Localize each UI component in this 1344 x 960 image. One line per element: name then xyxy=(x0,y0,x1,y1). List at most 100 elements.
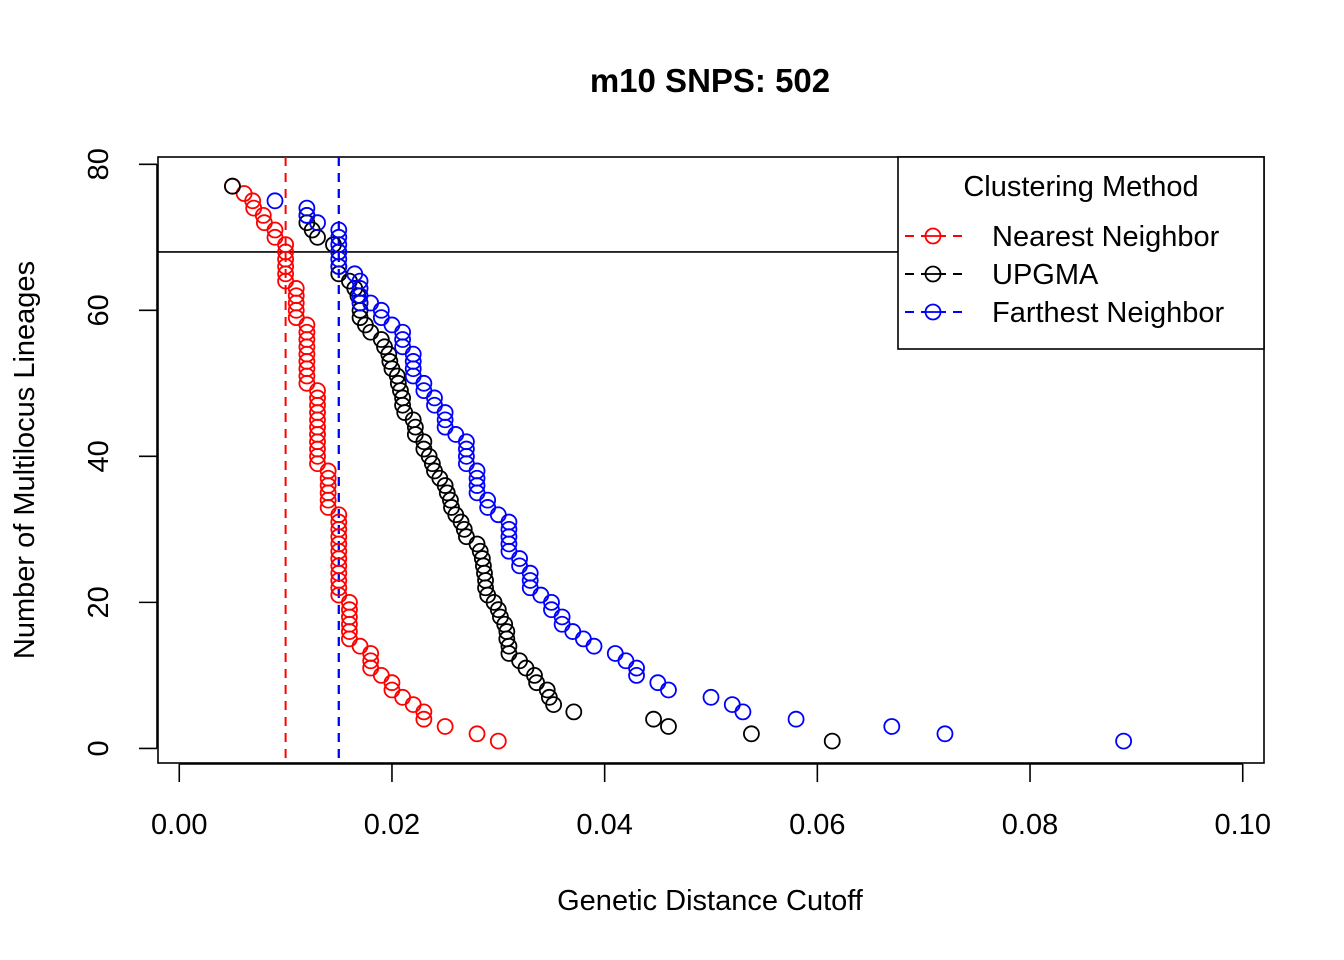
data-point xyxy=(458,447,475,465)
data-point xyxy=(538,681,556,699)
data-point xyxy=(372,301,390,319)
data-point xyxy=(404,360,422,378)
data-point xyxy=(936,725,954,743)
data-point xyxy=(660,718,677,735)
y-tick-label: 0 xyxy=(83,740,115,756)
x-tick-label: 0.06 xyxy=(789,809,845,841)
data-point xyxy=(628,666,645,684)
x-tick-label: 0.02 xyxy=(364,809,420,841)
data-point xyxy=(436,411,454,429)
data-point xyxy=(277,265,295,283)
data-point xyxy=(660,681,677,699)
data-point xyxy=(383,316,401,334)
data-point xyxy=(287,301,305,319)
data-point xyxy=(254,207,272,224)
data-point xyxy=(564,623,582,640)
data-point xyxy=(224,177,241,195)
y-tick-label: 20 xyxy=(83,586,115,618)
y-axis-label: Number of Multilocus Lineages xyxy=(9,261,41,659)
data-point xyxy=(489,601,507,619)
series-points xyxy=(224,177,507,750)
x-tick-label: 0.04 xyxy=(576,809,632,841)
data-point xyxy=(723,696,741,713)
data-point xyxy=(381,353,399,370)
x-tick-label: 0.08 xyxy=(1002,809,1058,841)
data-point xyxy=(442,491,459,509)
data-point xyxy=(565,703,583,721)
legend: Clustering Method Nearest Neighbor UPGMA F… xyxy=(897,156,1265,350)
legend-box xyxy=(897,156,1265,350)
data-point xyxy=(383,674,401,692)
x-tick-label: 0.00 xyxy=(151,809,207,841)
data-point xyxy=(351,294,369,312)
data-point xyxy=(553,608,571,626)
data-point xyxy=(420,447,438,465)
data-point xyxy=(436,718,454,735)
data-point xyxy=(341,623,358,640)
data-point xyxy=(734,703,752,721)
data-point xyxy=(455,520,473,538)
data-point xyxy=(330,579,348,597)
y-tick-label: 60 xyxy=(83,294,115,326)
data-point xyxy=(883,718,901,735)
data-point xyxy=(628,659,645,677)
y-tick-label: 40 xyxy=(83,440,115,472)
data-point xyxy=(309,447,326,465)
data-point xyxy=(372,331,390,348)
data-point xyxy=(532,586,550,604)
data-point xyxy=(415,703,433,721)
data-point xyxy=(479,491,497,509)
legend-entry-label: Nearest Neighbor xyxy=(992,221,1220,253)
data-point xyxy=(526,666,543,684)
data-point xyxy=(351,637,369,655)
data-point xyxy=(394,396,411,414)
data-point xyxy=(511,550,528,567)
data-point xyxy=(521,572,539,589)
data-point xyxy=(394,331,411,348)
data-point xyxy=(545,696,563,713)
data-point xyxy=(266,192,284,210)
data-point xyxy=(606,645,624,662)
data-point xyxy=(415,374,433,392)
plot-area xyxy=(157,156,1265,764)
data-point xyxy=(468,477,486,494)
data-point xyxy=(298,367,316,385)
x-tick-label: 0.10 xyxy=(1215,809,1271,841)
data-point xyxy=(468,725,486,743)
data-point xyxy=(415,710,433,728)
data-point xyxy=(394,688,411,706)
series-points xyxy=(266,192,1133,750)
data-point xyxy=(500,535,518,553)
data-point xyxy=(543,593,560,611)
x-axis: 0.00 0.02 0.04 0.06 0.08 0.10 xyxy=(151,763,1271,841)
data-point xyxy=(477,579,494,597)
data-point xyxy=(298,199,316,217)
data-point xyxy=(372,666,390,684)
data-point xyxy=(468,535,486,553)
data-point xyxy=(489,506,507,524)
chart-title: m10 SNPS: 502 xyxy=(590,62,830,99)
legend-entry-label: Farthest Neighbor xyxy=(992,297,1224,329)
data-point xyxy=(436,477,454,494)
plot-frame xyxy=(157,156,1265,764)
y-axis: 0 20 40 60 80 xyxy=(83,148,158,756)
data-point xyxy=(309,214,326,232)
x-axis-label: Genetic Distance Cutoff xyxy=(557,885,864,917)
data-point xyxy=(585,637,603,655)
legend-entry-label: UPGMA xyxy=(992,259,1099,291)
data-point xyxy=(404,696,422,713)
data-point xyxy=(649,674,667,692)
data-point xyxy=(330,258,348,275)
data-point xyxy=(1115,732,1133,750)
data-point xyxy=(743,725,760,743)
data-point xyxy=(787,710,805,728)
data-point xyxy=(319,491,337,509)
data-point xyxy=(452,513,470,531)
data-point xyxy=(574,630,592,648)
data-point xyxy=(489,732,507,750)
data-point xyxy=(500,637,518,655)
data-point xyxy=(330,250,348,268)
data-point xyxy=(406,418,424,436)
legend-title: Clustering Method xyxy=(963,171,1198,203)
